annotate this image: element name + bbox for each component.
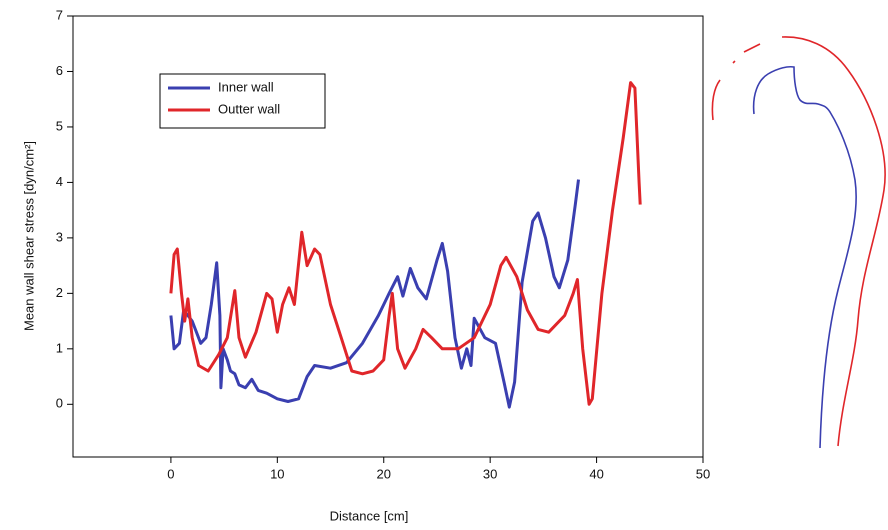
y-tick-label: 6 [56,63,63,78]
outer-wall-outline [711,36,886,447]
x-axis-label: Distance [cm] [330,508,409,523]
legend-label: Inner wall [218,79,274,94]
x-tick-label: 30 [483,466,497,481]
x-tick-label: 20 [377,466,391,481]
x-tick-label: 40 [589,466,603,481]
legend-box [159,73,326,129]
y-tick-label: 1 [56,340,63,355]
legend-label: Outter wall [218,101,280,116]
y-axis-label: Mean wall shear stress [dyn/cm²] [21,141,36,331]
series-line [169,179,580,409]
y-tick-label: 3 [56,229,63,244]
aorta-diagram [711,36,886,449]
plot-frame [72,15,704,458]
inner-wall-outline [752,65,857,449]
y-tick-label: 4 [56,174,63,189]
legend: Inner wall Outter wall [159,73,326,129]
x-tick-label: 10 [270,466,284,481]
x-tick-label: 50 [696,466,710,481]
y-tick-label: 2 [56,285,63,300]
series-line [169,81,642,406]
x-tick-label: 0 [167,466,174,481]
y-tick-label: 5 [56,118,63,133]
y-tick-label: 0 [56,396,63,411]
y-tick-label: 7 [56,7,63,22]
